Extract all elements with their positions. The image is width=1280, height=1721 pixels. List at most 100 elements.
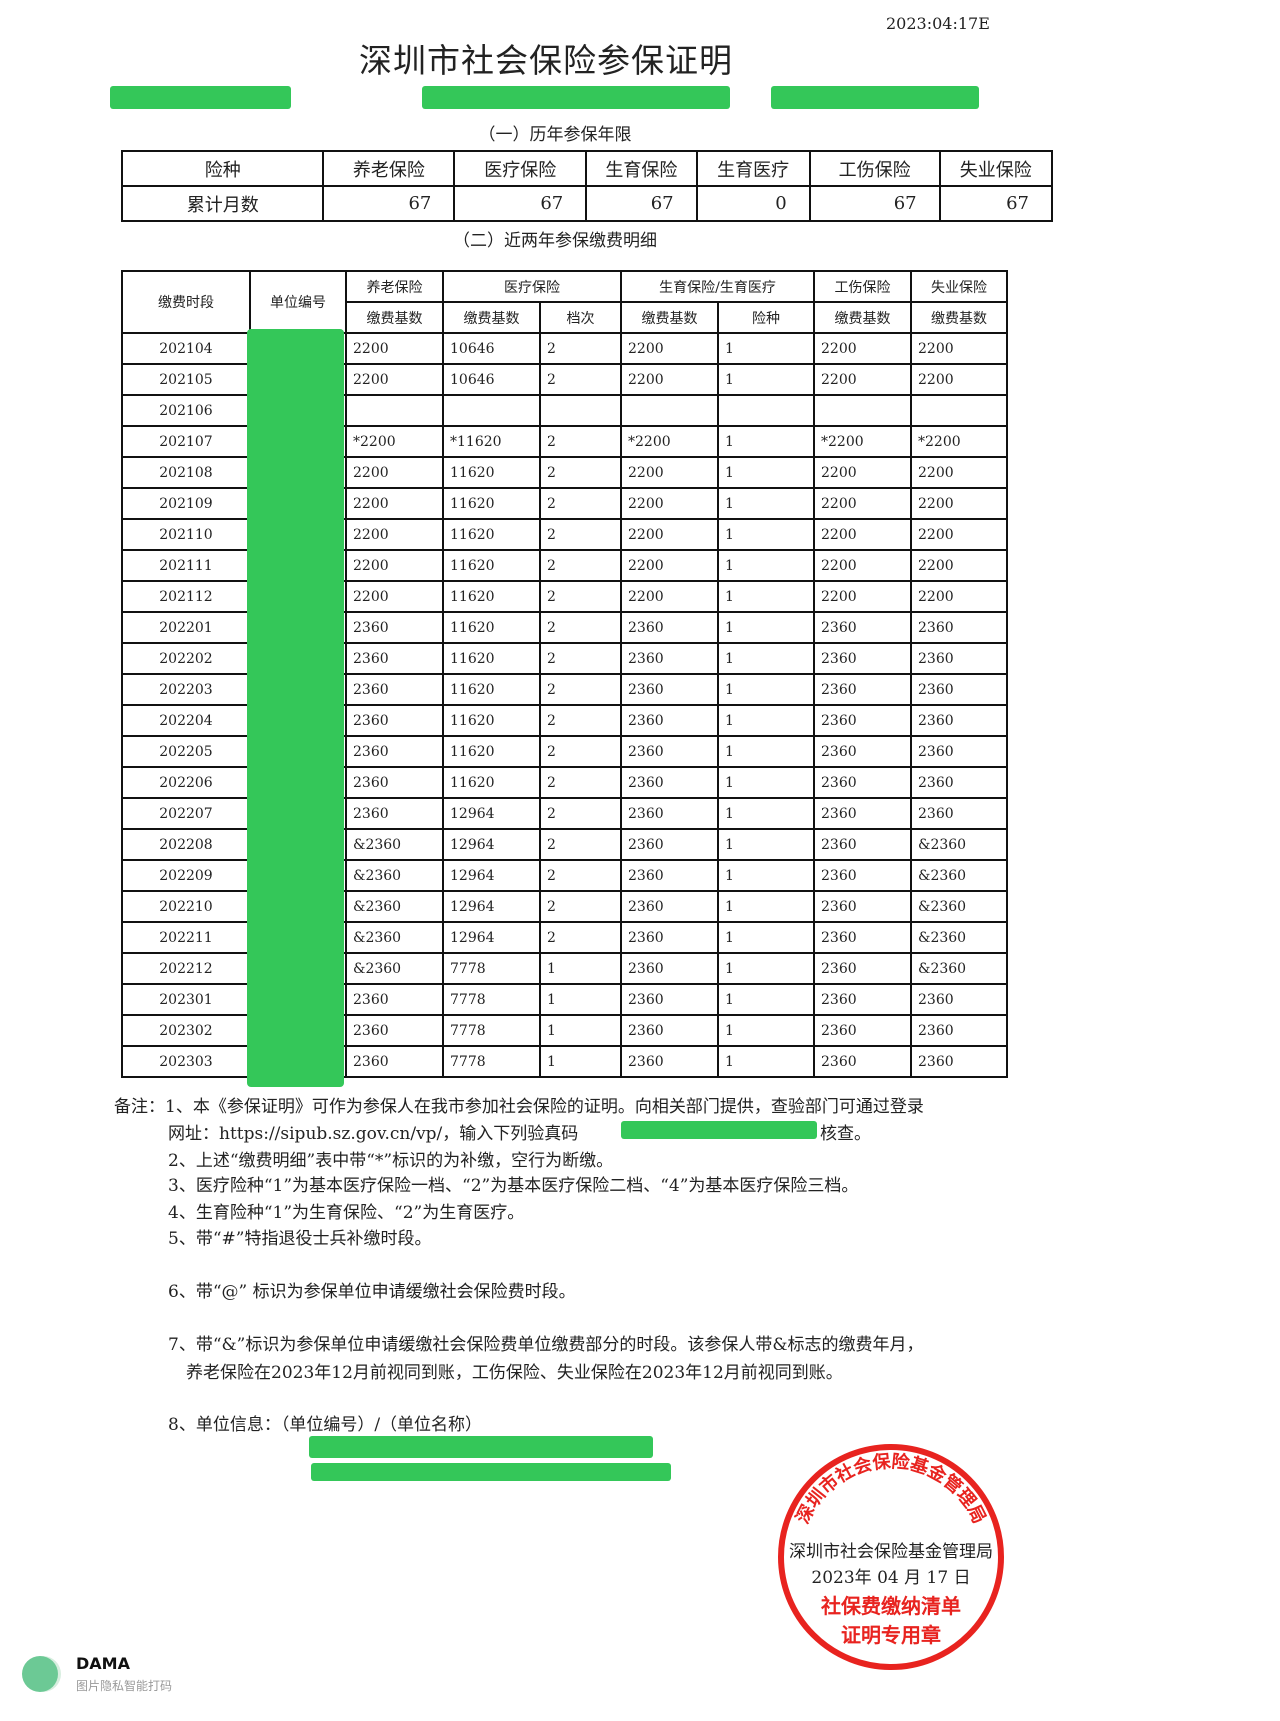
value-cell: 1 (717, 859, 815, 892)
note-8: 8、单位信息：（单位编号）/（单位名称） (168, 1415, 483, 1435)
value-cell: 2360 (910, 766, 1008, 799)
value-cell: 2360 (620, 921, 719, 954)
note-1-url: 网址：https://sipub.sz.gov.cn/vp/，输入下列验真码 (168, 1124, 579, 1144)
table-row: 累计月数 67 67 67 0 67 67 (120, 185, 1054, 222)
period-cell: 202108 (121, 456, 251, 489)
note-7: 7、带“&”标识为参保单位申请缓缴社会保险费单位缴费部分的时段。该参保人带&标志… (168, 1335, 924, 1355)
cell-value: 67 (453, 185, 588, 222)
value-cell: 2 (539, 332, 622, 365)
value-cell: 2200 (813, 332, 912, 365)
value-cell: 2360 (620, 1014, 719, 1047)
value-cell: 2360 (620, 952, 719, 985)
column-header: 工伤保险 (808, 150, 941, 187)
value-cell: &2360 (345, 952, 444, 985)
row-label: 累计月数 (120, 185, 325, 222)
value-cell: 1 (539, 1045, 622, 1078)
value-cell: 2360 (910, 1045, 1008, 1078)
value-cell: 1 (717, 456, 815, 489)
value-cell: 2 (539, 921, 622, 954)
value-cell: 1 (717, 332, 815, 365)
value-cell: *2200 (345, 425, 444, 458)
period-cell: 202212 (121, 952, 251, 985)
seal-line3: 社保费缴纳清单 (820, 1594, 961, 1618)
seal-agency: 深圳市社会保险基金管理局 (789, 1542, 993, 1562)
value-cell: 2 (539, 487, 622, 520)
value-cell: 2360 (910, 983, 1008, 1016)
value-cell: 2360 (620, 828, 719, 861)
period-cell: 202303 (121, 1045, 251, 1078)
value-cell: 2360 (620, 673, 719, 706)
value-cell: 2360 (345, 735, 444, 768)
table-header-row: 缴费时段 单位编号 养老保险 医疗保险 生育保险/生育医疗 工伤保险 失业保险 (121, 270, 1008, 334)
value-cell: 2360 (345, 611, 444, 644)
value-cell: 1 (717, 580, 815, 613)
value-cell: 2200 (813, 580, 912, 613)
value-cell: &2360 (910, 890, 1008, 923)
column-group-header: 工伤保险 (813, 270, 912, 303)
value-cell: 2360 (813, 611, 912, 644)
column-group-header: 生育保险/生育医疗 (620, 270, 815, 303)
value-cell: 1 (717, 735, 815, 768)
period-cell: 202104 (121, 332, 251, 365)
column-header-unit: 单位编号 (249, 270, 347, 334)
period-cell: 202204 (121, 704, 251, 737)
period-cell: 202211 (121, 921, 251, 954)
cell-value: 67 (808, 185, 941, 222)
table-row: 202104 2200 10646 2 2200 1 2200 2200 (121, 332, 1008, 365)
value-cell: 2200 (345, 518, 444, 551)
value-cell: 2360 (620, 735, 719, 768)
value-cell: 2360 (345, 704, 444, 737)
value-cell: 11620 (442, 487, 541, 520)
period-cell: 202202 (121, 642, 251, 675)
value-cell: 2360 (620, 766, 719, 799)
value-cell: 1 (717, 642, 815, 675)
value-cell: 2200 (910, 487, 1008, 520)
value-cell: 11620 (442, 518, 541, 551)
period-cell: 202210 (121, 890, 251, 923)
column-subheader: 缴费基数 (910, 301, 1008, 334)
value-cell: 2360 (813, 673, 912, 706)
value-cell: 2 (539, 828, 622, 861)
value-cell: 11620 (442, 766, 541, 799)
redacted-account (771, 86, 979, 109)
value-cell: 2360 (813, 735, 912, 768)
value-cell: 2360 (345, 1045, 444, 1078)
value-cell: 2360 (345, 1014, 444, 1047)
value-cell: *2200 (910, 425, 1008, 458)
value-cell: 2360 (620, 890, 719, 923)
dama-logo-icon (22, 1656, 58, 1692)
page-title: 深圳市社会保险参保证明 (359, 41, 733, 80)
value-cell: 2360 (910, 1014, 1008, 1047)
value-cell: 11620 (442, 642, 541, 675)
cell-value: 67 (938, 185, 1054, 222)
value-cell: 11620 (442, 704, 541, 737)
value-cell: 12964 (442, 797, 541, 830)
value-cell: 2 (539, 518, 622, 551)
value-cell: 2 (539, 797, 622, 830)
value-cell: 2200 (910, 518, 1008, 551)
value-cell: *2200 (620, 425, 719, 458)
value-cell: 2200 (345, 363, 444, 396)
seal-ring-text: 深圳市社会保险基金管理局 (791, 1450, 989, 1527)
value-cell: 2360 (345, 642, 444, 675)
value-cell: 12964 (442, 859, 541, 892)
value-cell: 1 (717, 983, 815, 1016)
redacted-unit-name (311, 1463, 671, 1481)
value-cell: 1 (717, 518, 815, 551)
watermark-subtitle: 图片隐私智能打码 (76, 1679, 173, 1693)
period-cell: 202106 (121, 394, 251, 427)
period-cell: 202105 (121, 363, 251, 396)
value-cell: 2 (539, 425, 622, 458)
value-cell: 1 (717, 704, 815, 737)
value-cell: 11620 (442, 673, 541, 706)
value-cell: 2360 (813, 921, 912, 954)
insurance-years-table: 险种 养老保险 医疗保险 生育保险 生育医疗 工伤保险 失业保险 累计月数 67 67 67 0 67… (120, 150, 1054, 222)
note-1-end: 核查。 (820, 1124, 871, 1144)
value-cell: 2360 (620, 1045, 719, 1078)
value-cell: 1 (717, 890, 815, 923)
column-subheader: 缴费基数 (620, 301, 719, 334)
value-cell: 1 (539, 983, 622, 1016)
value-cell: 2360 (345, 673, 444, 706)
value-cell (539, 394, 622, 427)
